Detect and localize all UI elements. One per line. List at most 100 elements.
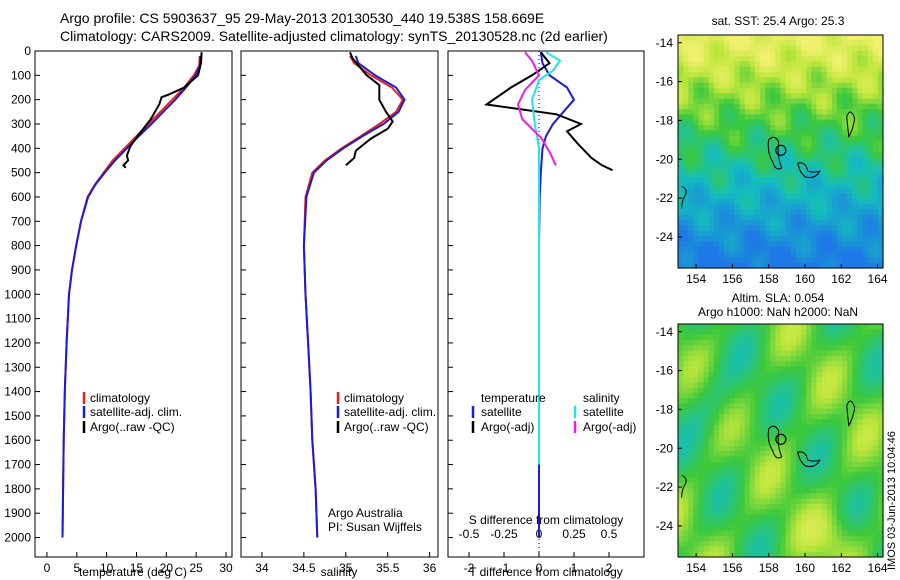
map-cell: [698, 252, 705, 259]
map-cell: [749, 371, 756, 378]
map-cell: [872, 204, 879, 211]
map-cell: [867, 193, 874, 200]
map-cell: [836, 445, 843, 452]
map-cell: [831, 103, 838, 110]
map-cell: [713, 93, 720, 100]
map-cell: [826, 262, 833, 269]
map-cell: [729, 493, 735, 500]
map-cell: [790, 98, 797, 105]
map-cell: [708, 345, 715, 352]
map-cell: [821, 225, 828, 232]
map-cell: [739, 146, 746, 153]
map-cell: [688, 188, 694, 195]
map-cell: [862, 146, 869, 153]
map-cell: [877, 371, 884, 378]
map-cell: [693, 56, 700, 63]
map-cell: [708, 530, 715, 537]
map-cell: [688, 257, 694, 264]
map-cell: [847, 366, 853, 373]
map-cell: [775, 262, 782, 269]
map-cell: [811, 230, 817, 237]
map-cell: [713, 504, 720, 510]
map-cell: [836, 466, 843, 473]
map-cell: [754, 530, 761, 537]
map-cell: [744, 119, 751, 126]
map-cell: [821, 504, 828, 510]
x-tick-label: 34: [255, 561, 269, 575]
map-cell: [816, 177, 823, 184]
map-cell: [703, 324, 710, 330]
map-cell: [683, 220, 689, 227]
map-cell: [708, 488, 715, 495]
map-cell: [754, 461, 761, 468]
map-cell: [754, 130, 761, 137]
map-cell: [749, 445, 756, 452]
map-cell: [821, 477, 828, 484]
map-cell: [862, 339, 869, 346]
map-cell: [678, 130, 684, 137]
map-cell: [842, 167, 848, 174]
map-cell: [698, 424, 705, 431]
map-cell: [744, 50, 751, 57]
y-tick-label: -14: [656, 36, 674, 50]
map-cell: [678, 419, 684, 426]
map-cell: [877, 40, 884, 47]
map-cell: [867, 329, 874, 336]
map-cell: [724, 419, 730, 426]
map-cell: [852, 135, 858, 142]
map-cell: [811, 541, 817, 548]
map-cell: [770, 387, 776, 394]
map-cell: [678, 350, 684, 357]
x-tick-label: 0: [44, 561, 51, 575]
map-cell: [852, 236, 858, 243]
map-cell: [703, 403, 710, 410]
map-cell: [744, 56, 751, 63]
map-cell: [867, 535, 874, 542]
map-cell: [857, 241, 864, 248]
map-cell: [744, 246, 751, 253]
map-cell: [790, 114, 797, 121]
y-tick-label: 200: [11, 93, 31, 107]
map-cell: [872, 350, 879, 357]
map-cell: [683, 403, 689, 410]
map-cell: [806, 151, 812, 158]
map-cell: [811, 130, 817, 137]
map-cell: [867, 350, 874, 357]
map-cell: [806, 257, 812, 264]
map-cell: [719, 225, 725, 232]
map-cell: [795, 525, 802, 532]
map-cell: [708, 361, 715, 367]
map-cell: [734, 193, 741, 200]
map-cell: [811, 225, 817, 232]
map-cell: [713, 193, 720, 200]
map-cell: [739, 419, 746, 426]
map-cell: [877, 257, 884, 264]
map-cell: [703, 466, 710, 473]
map-cell: [683, 77, 689, 84]
map-cell: [831, 350, 838, 357]
map-cell: [775, 220, 782, 227]
map-cell: [785, 324, 792, 330]
map-cell: [831, 183, 838, 190]
map-cell: [816, 324, 823, 330]
map-cell: [765, 530, 771, 537]
map-cell: [790, 183, 797, 190]
map-cell: [826, 119, 833, 126]
map-cell: [770, 339, 776, 346]
map-cell: [811, 366, 817, 373]
map-cell: [775, 93, 782, 100]
map-cell: [836, 324, 843, 330]
map-cell: [872, 140, 879, 147]
map-cell: [688, 50, 694, 57]
map-cell: [867, 498, 874, 505]
map-cell: [780, 183, 787, 190]
map-cell: [821, 366, 828, 373]
map-cell: [852, 93, 858, 100]
map-cell: [872, 98, 879, 105]
map-cell: [826, 519, 833, 526]
map-cell: [749, 456, 756, 463]
map-cell: [826, 87, 833, 94]
map-cell: [852, 519, 858, 526]
map-cell: [867, 66, 874, 73]
map-cell: [862, 345, 869, 352]
